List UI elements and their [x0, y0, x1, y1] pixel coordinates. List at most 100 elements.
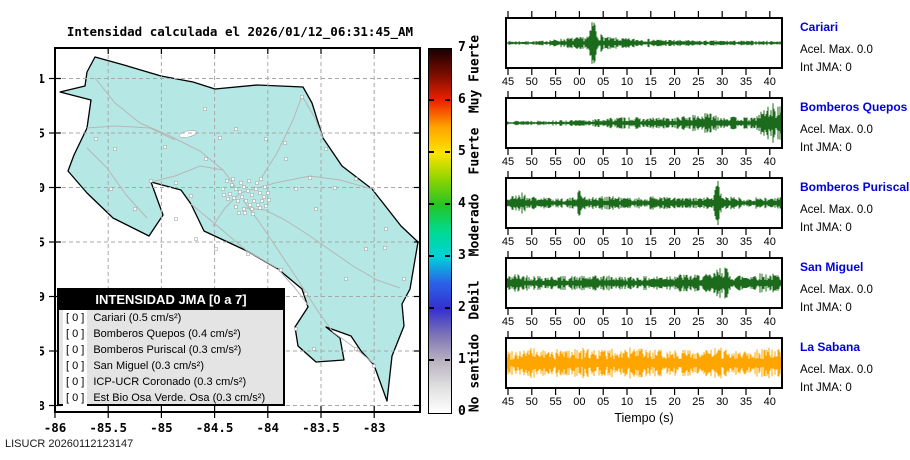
- station-marker: [258, 191, 262, 195]
- station-marker: [218, 136, 222, 140]
- legend-intensity-chip: [ 0 ]: [63, 374, 88, 390]
- station-marker: [231, 177, 235, 181]
- time-tick-row: 45 50 55 00 05 10 15 20 25 30 35 40: [502, 236, 783, 249]
- time-tick-label: 55: [549, 236, 562, 248]
- station-marker: [250, 207, 254, 211]
- station-marker: [222, 193, 226, 197]
- legend-intensity-chip: [ 0 ]: [63, 310, 88, 326]
- station-marker: [226, 197, 230, 201]
- station-marker: [402, 277, 406, 281]
- colorbar-category-label: Fuerte: [467, 127, 483, 175]
- time-tick-row: 45 50 55 00 05 10 15 20 25 30 35 40: [502, 76, 783, 89]
- lake-arenal: [178, 130, 198, 138]
- time-tick-label: 40: [763, 76, 776, 88]
- station-int-jma: Int JMA: 0: [800, 62, 852, 74]
- road-line: [86, 125, 176, 141]
- lon-tick-label: -85.5: [89, 420, 127, 435]
- time-tick-label: 10: [620, 76, 634, 88]
- station-int-jma: Int JMA: 0: [800, 142, 852, 154]
- road-line: [150, 165, 224, 183]
- time-tick-label: 50: [525, 236, 538, 248]
- station-name: Bomberos Quepos: [800, 100, 908, 114]
- time-tick-label: 30: [716, 396, 729, 408]
- time-tick-label: 05: [597, 156, 610, 168]
- colorbar-number: 5: [458, 144, 466, 159]
- station-marker: [308, 176, 312, 180]
- colorbar-tick: [429, 307, 434, 309]
- colorbar-tick: [445, 359, 450, 361]
- legend-title: INTENSIDAD JMA [0 a 7]: [59, 290, 283, 310]
- lon-tick-label: -84: [257, 420, 280, 435]
- station-marker: [237, 211, 241, 215]
- station-marker: [109, 187, 113, 191]
- station-marker: [94, 137, 98, 141]
- waveform-trace: [506, 181, 782, 225]
- legend-station-label: ICP-UCR Coronado (0.3 cm/s²): [93, 376, 247, 388]
- time-tick-label: 35: [739, 396, 753, 408]
- station-acel-max: Acel. Max. 0.0: [800, 124, 873, 136]
- station-marker: [239, 181, 243, 185]
- station-marker: [230, 183, 234, 187]
- station-name: La Sabana: [800, 340, 861, 354]
- time-tick-label: 15: [644, 76, 657, 88]
- station-marker: [259, 177, 263, 181]
- station-marker: [246, 189, 250, 193]
- colorbar-tick: [429, 359, 434, 361]
- colorbar-tick: [445, 203, 450, 205]
- panel-border: [505, 337, 783, 389]
- seismogram-panel-bomberos-puriscal: [505, 171, 783, 235]
- station-marker: [333, 186, 337, 190]
- station-marker: [344, 277, 348, 281]
- legend-row: [ 0 ] Bomberos Quepos (0.4 cm/s²): [59, 326, 283, 342]
- time-tick-label: 55: [549, 76, 562, 88]
- colorbar-tick: [445, 99, 450, 101]
- time-tick-label: 10: [620, 236, 634, 248]
- station-marker: [254, 187, 258, 191]
- time-tick-label: 40: [763, 156, 776, 168]
- legend-station-label: Bomberos Puriscal (0.3 cm/s²): [93, 344, 242, 356]
- station-marker: [225, 179, 229, 183]
- time-tick-label: 55: [549, 316, 562, 328]
- colorbar-category-label: Moderado: [467, 193, 483, 257]
- colorbar-number: 1: [458, 352, 466, 367]
- station-int-jma: Int JMA: 0: [800, 302, 852, 314]
- time-tick-label: 45: [501, 236, 515, 248]
- station-marker: [174, 181, 178, 185]
- colorbar-number: 2: [458, 300, 466, 315]
- time-tick-label: 35: [739, 76, 753, 88]
- colorbar-tick: [429, 255, 434, 257]
- seismogram-panel-cariari: [505, 11, 783, 75]
- station-marker: [267, 198, 271, 202]
- station-marker: [266, 191, 270, 195]
- time-tick-label: 50: [525, 316, 538, 328]
- waveform-trace: [506, 347, 782, 379]
- road-line: [190, 203, 278, 269]
- station-marker: [149, 179, 153, 183]
- panel-border: [505, 257, 783, 309]
- time-tick-label: 20: [668, 76, 681, 88]
- station-marker: [364, 247, 368, 251]
- time-tick-label: 25: [692, 76, 705, 88]
- lat-tick-label: 9: [40, 289, 45, 304]
- colorbar-number: 6: [458, 92, 466, 107]
- legend-intensity-chip: [ 0 ]: [63, 358, 88, 374]
- station-marker: [214, 247, 218, 251]
- station-marker: [234, 187, 238, 191]
- road-line: [86, 147, 148, 219]
- legend-station-label: Bomberos Quepos (0.4 cm/s²): [93, 328, 241, 340]
- time-tick-label: 35: [739, 236, 753, 248]
- station-marker: [221, 187, 225, 191]
- lat-tick-label: 8: [40, 398, 45, 413]
- station-marker: [242, 207, 246, 211]
- station-int-jma: Int JMA: 0: [800, 382, 852, 394]
- time-tick-label: 05: [597, 396, 610, 408]
- time-axis-label: Tiempo (s): [614, 411, 674, 425]
- station-marker: [372, 364, 376, 368]
- time-tick-label: 05: [597, 76, 610, 88]
- colorbar-tick: [429, 203, 434, 205]
- time-tick-label: 30: [716, 316, 729, 328]
- station-marker: [384, 227, 388, 231]
- panel-border: [505, 97, 783, 149]
- road-line: [259, 95, 303, 181]
- legend-rows: [ 0 ] Cariari (0.5 cm/s²) [ 0 ] Bomberos Qu…: [59, 310, 283, 406]
